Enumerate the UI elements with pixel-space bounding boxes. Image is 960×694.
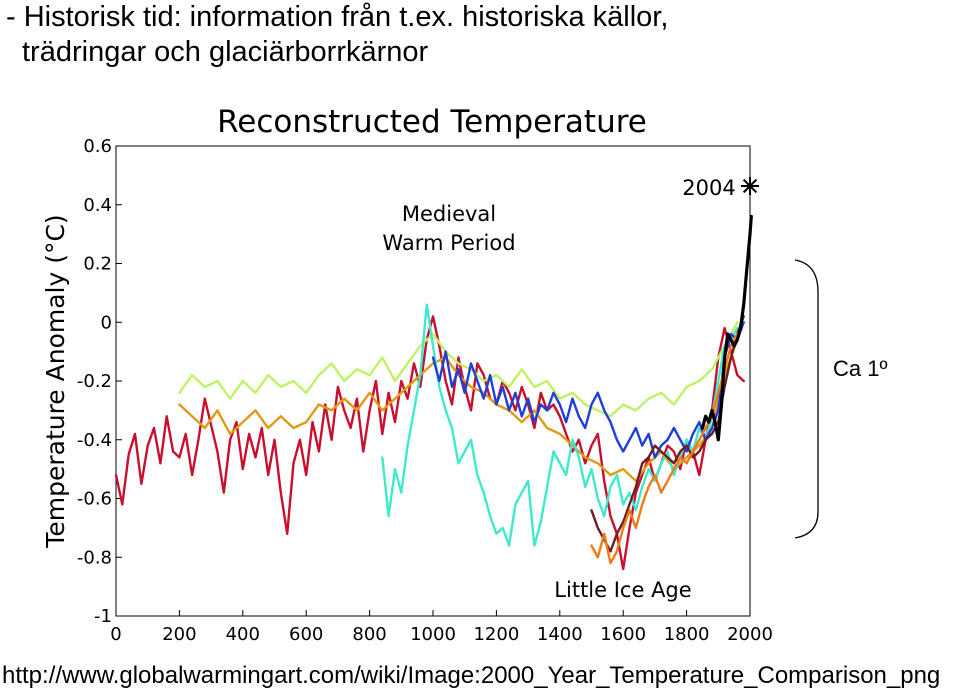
x-axis-ticks: 0 200 400 600 800 1000 1200 1400 1600 1800 2000 xyxy=(110,610,773,645)
x-tick-label: 1400 xyxy=(537,624,583,645)
series-line-7 xyxy=(700,214,753,442)
x-tick-label: 2000 xyxy=(727,624,773,645)
x-tick-label: 0 xyxy=(110,624,121,645)
y-tick-label: -0.4 xyxy=(77,430,112,451)
y-tick-label: 0.4 xyxy=(83,195,112,216)
y-axis-ticks: 0.6 0.4 0.2 0 -0.2 -0.4 -0.6 -0.8 -1 xyxy=(77,136,122,627)
annotation-2004: 2004 xyxy=(682,176,735,200)
y-tick-label: -1 xyxy=(94,606,112,627)
annotation-medieval-line1: Medieval xyxy=(402,202,496,226)
series-line-2 xyxy=(178,321,739,418)
y-tick-label: 0.6 xyxy=(83,136,112,157)
chart-title: Reconstructed Temperature xyxy=(217,104,647,140)
slide-heading-line2: trädringar och glaciärborrkärnor xyxy=(22,36,429,68)
x-tick-label: 1200 xyxy=(473,624,519,645)
annotation-little-ice-age: Little Ice Age xyxy=(554,578,691,602)
star-2004-marker xyxy=(741,177,759,195)
source-url: http://www.globalwarmingart.com/wiki/Ima… xyxy=(2,662,941,689)
y-tick-label: 0 xyxy=(101,312,112,333)
x-tick-label: 1800 xyxy=(664,624,710,645)
x-tick-label: 600 xyxy=(289,624,323,645)
x-tick-label: 1000 xyxy=(410,624,456,645)
range-bracket xyxy=(794,259,819,539)
y-tick-label: -0.6 xyxy=(77,489,112,510)
series-line-4 xyxy=(431,321,745,459)
annotation-medieval-line2: Warm Period xyxy=(382,231,515,255)
x-tick-label: 1600 xyxy=(600,624,646,645)
y-tick-label: -0.8 xyxy=(77,547,112,568)
y-tick-label: 0.2 xyxy=(83,254,112,275)
x-tick-label: 800 xyxy=(352,624,386,645)
series-line-1 xyxy=(178,338,739,483)
series-line-6 xyxy=(590,332,739,565)
y-axis-label: Temperature Anomaly (°C) xyxy=(41,214,70,548)
series-line-0 xyxy=(114,315,745,571)
series-line-3 xyxy=(381,303,739,547)
y-tick-label: -0.2 xyxy=(77,371,112,392)
x-tick-label: 200 xyxy=(162,624,196,645)
x-tick-label: 400 xyxy=(226,624,260,645)
bracket-label: Ca 1º xyxy=(833,356,888,381)
slide-heading-line1: - Historisk tid: information från t.ex. … xyxy=(6,1,669,33)
series-layer xyxy=(114,214,753,571)
star-2004-ray xyxy=(742,178,758,194)
